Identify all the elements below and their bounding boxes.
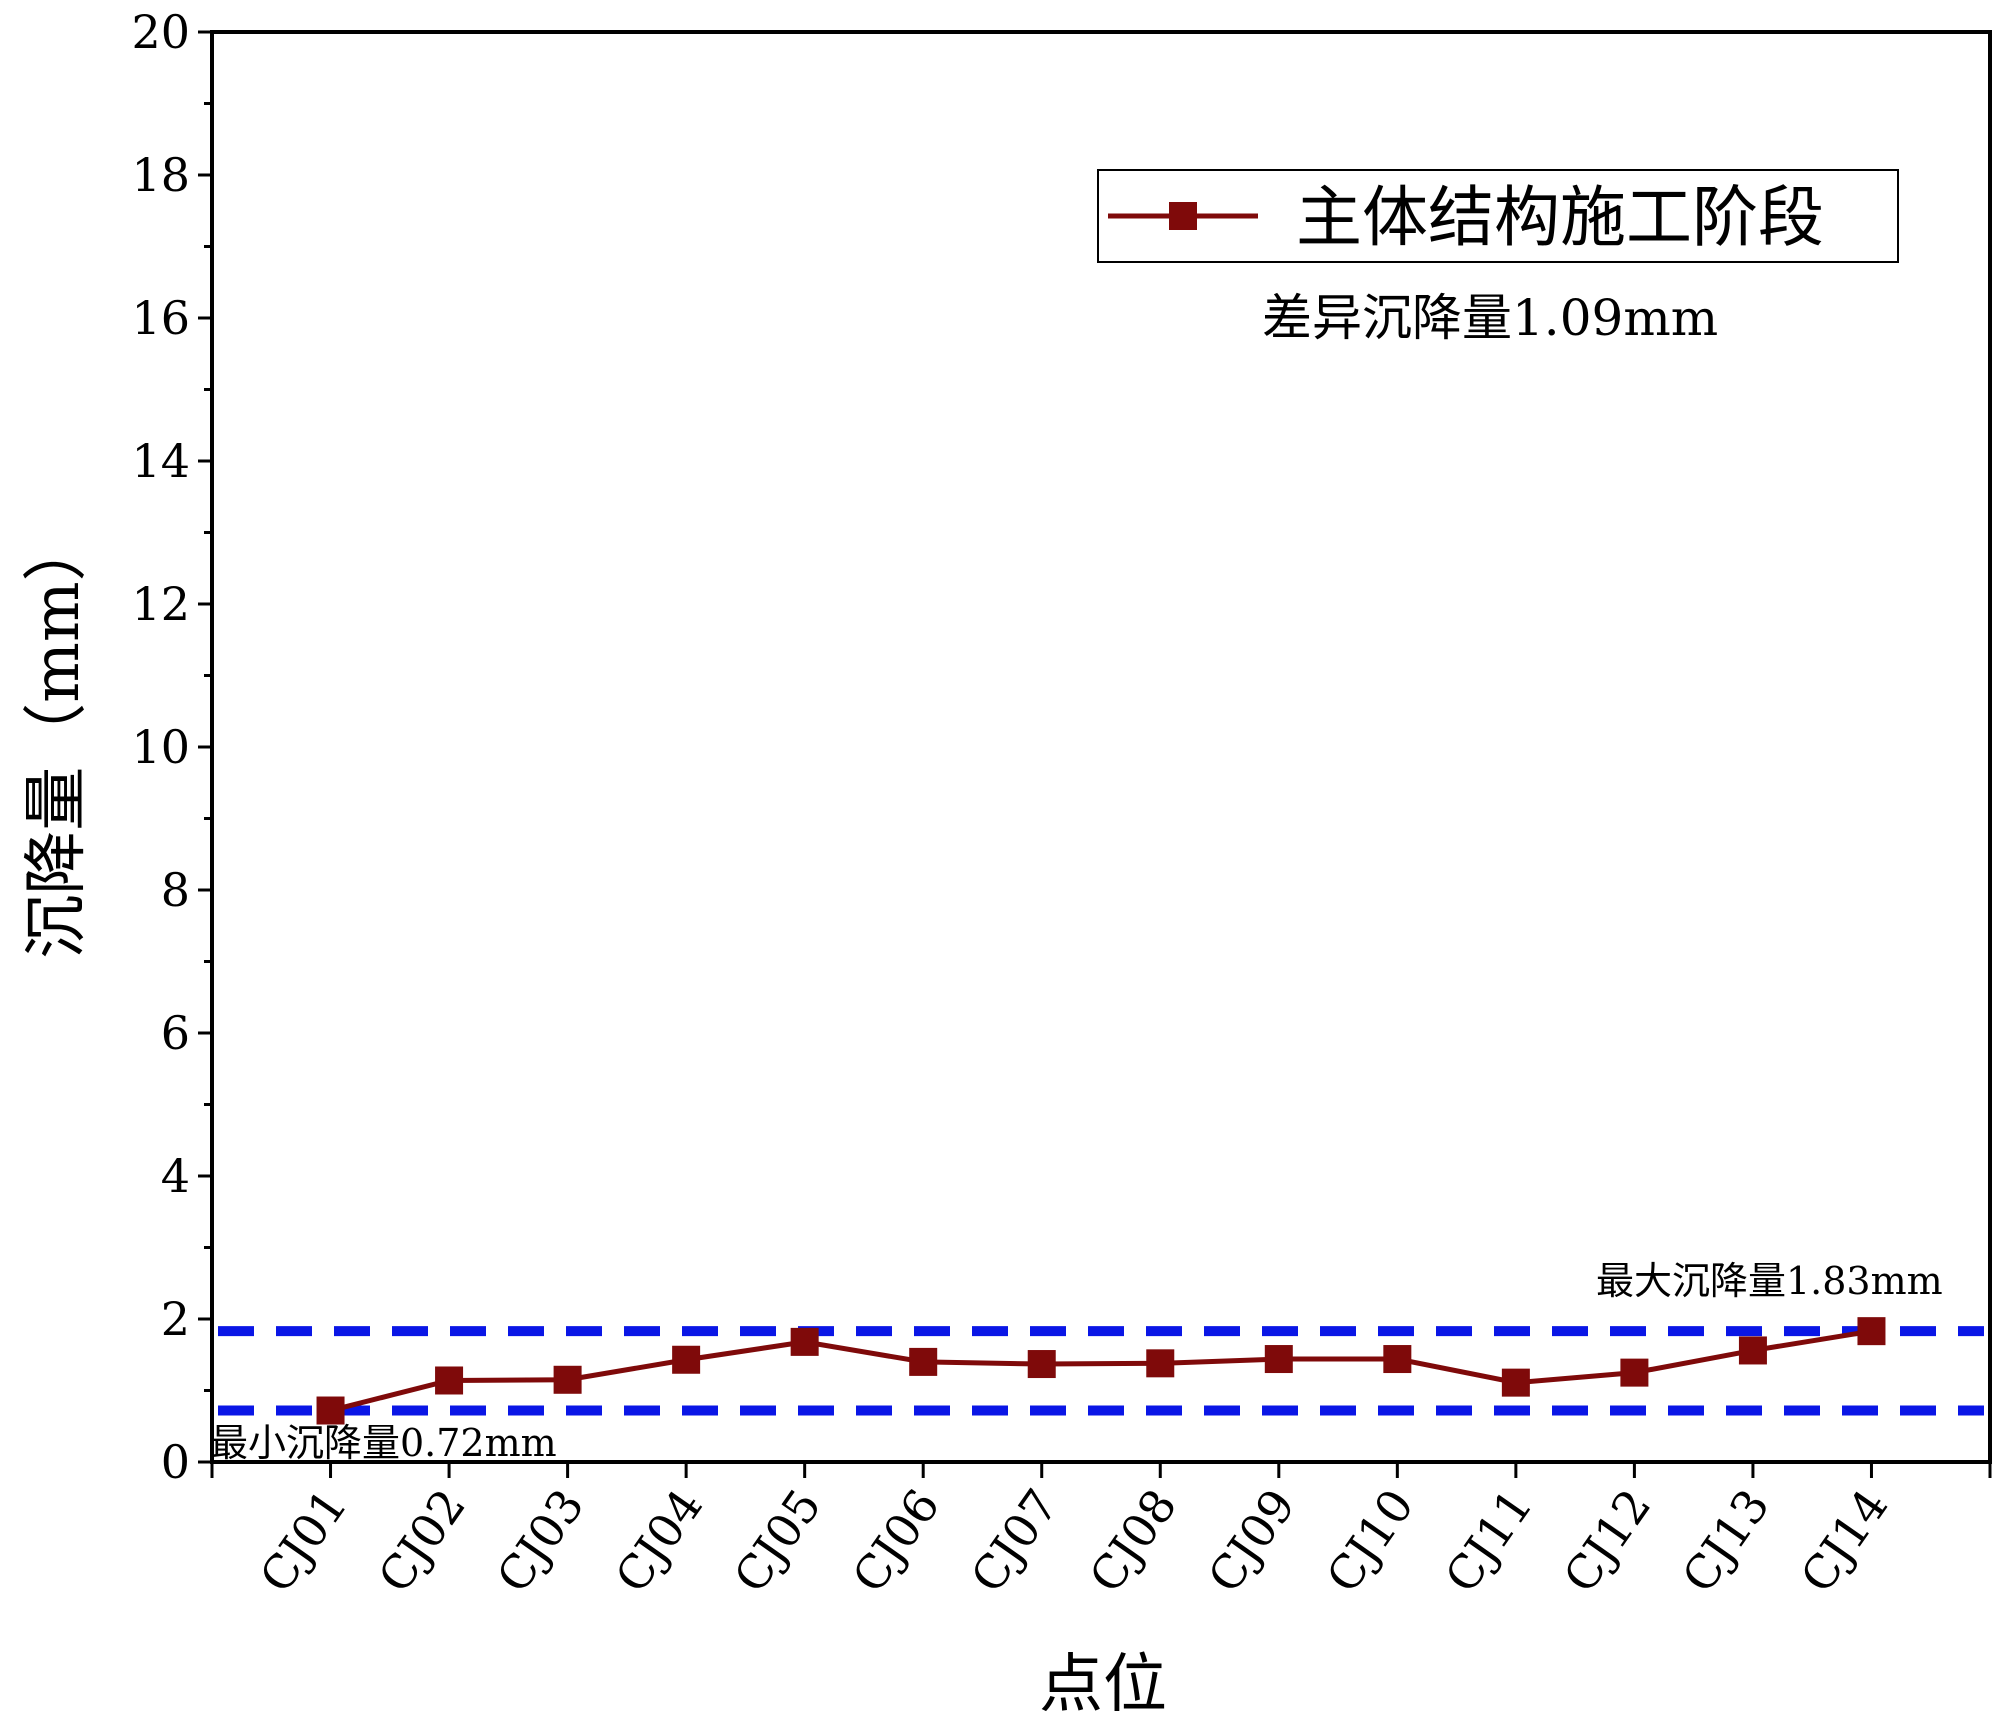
- data-point-marker: [1027, 1350, 1056, 1379]
- data-point-marker: [316, 1396, 345, 1425]
- y-tick-label: 18: [131, 148, 190, 202]
- y-tick-label: 2: [161, 1292, 190, 1346]
- data-point-marker: [909, 1347, 938, 1376]
- data-point-marker: [1501, 1368, 1530, 1397]
- x-tick-label: CJ14: [1790, 1479, 1899, 1602]
- plot-frame: [210, 30, 1992, 1464]
- legend: 主体结构施工阶段: [1097, 169, 1899, 263]
- data-point-marker: [1264, 1345, 1293, 1374]
- data-point-marker: [553, 1365, 582, 1394]
- y-tick-label: 10: [131, 720, 190, 774]
- x-tick-label: CJ03: [486, 1479, 595, 1602]
- legend-marker: [1169, 202, 1197, 230]
- x-tick-label: CJ12: [1553, 1479, 1662, 1602]
- y-tick-label: 14: [131, 434, 190, 488]
- data-point-marker: [435, 1366, 464, 1395]
- y-tick-label: 16: [131, 291, 190, 345]
- x-tick-label: CJ02: [368, 1479, 477, 1602]
- x-tick-label: CJ11: [1434, 1479, 1543, 1602]
- max-annotation: 最大沉降量1.83mm: [1596, 1259, 1943, 1303]
- x-tick-label: CJ13: [1671, 1479, 1780, 1602]
- x-tick-label: CJ08: [1079, 1479, 1188, 1602]
- series-line: [316, 1317, 1886, 1425]
- y-tick-label: 0: [161, 1435, 190, 1489]
- data-point-marker: [1857, 1317, 1886, 1346]
- x-tick-label: CJ07: [960, 1479, 1069, 1602]
- legend-label: 主体结构施工阶段: [1296, 179, 1824, 256]
- x-tick-label: CJ05: [723, 1479, 832, 1602]
- y-tick-label: 20: [131, 5, 190, 59]
- data-point-marker: [1738, 1336, 1767, 1365]
- data-point-marker: [672, 1345, 701, 1374]
- x-tick-label: CJ09: [1197, 1479, 1306, 1602]
- series-polyline: [329, 1328, 1872, 1413]
- data-point-marker: [1620, 1358, 1649, 1387]
- x-tick-label: CJ01: [249, 1479, 358, 1602]
- x-axis: CJ01 CJ02 CJ03 CJ04 CJ05 CJ06 CJ07 CJ08 CJ09 CJ10…: [210, 1462, 1992, 1602]
- reference-lines: [218, 1326, 1984, 1416]
- y-axis: 0 2 4 6 8 10 12 14 16 18 20: [131, 5, 212, 1489]
- y-tick-label: 8: [161, 863, 190, 917]
- difference-annotation: 差异沉降量1.09mm: [1262, 289, 1718, 347]
- data-point-marker: [1383, 1345, 1412, 1374]
- y-axis-title: 沉降量（mm）: [20, 517, 94, 958]
- y-tick-label: 12: [131, 577, 190, 631]
- x-tick-label: CJ10: [1316, 1479, 1425, 1602]
- y-tick-label: 6: [161, 1006, 190, 1060]
- min-annotation: 最小沉降量0.72mm: [210, 1421, 557, 1465]
- x-tick-label: CJ04: [605, 1479, 714, 1602]
- y-tick-label: 4: [161, 1149, 190, 1203]
- data-point-marker: [790, 1327, 819, 1356]
- x-tick-label: CJ06: [842, 1479, 951, 1602]
- x-axis-title: 点位: [1039, 1648, 1167, 1716]
- data-point-marker: [1146, 1349, 1175, 1378]
